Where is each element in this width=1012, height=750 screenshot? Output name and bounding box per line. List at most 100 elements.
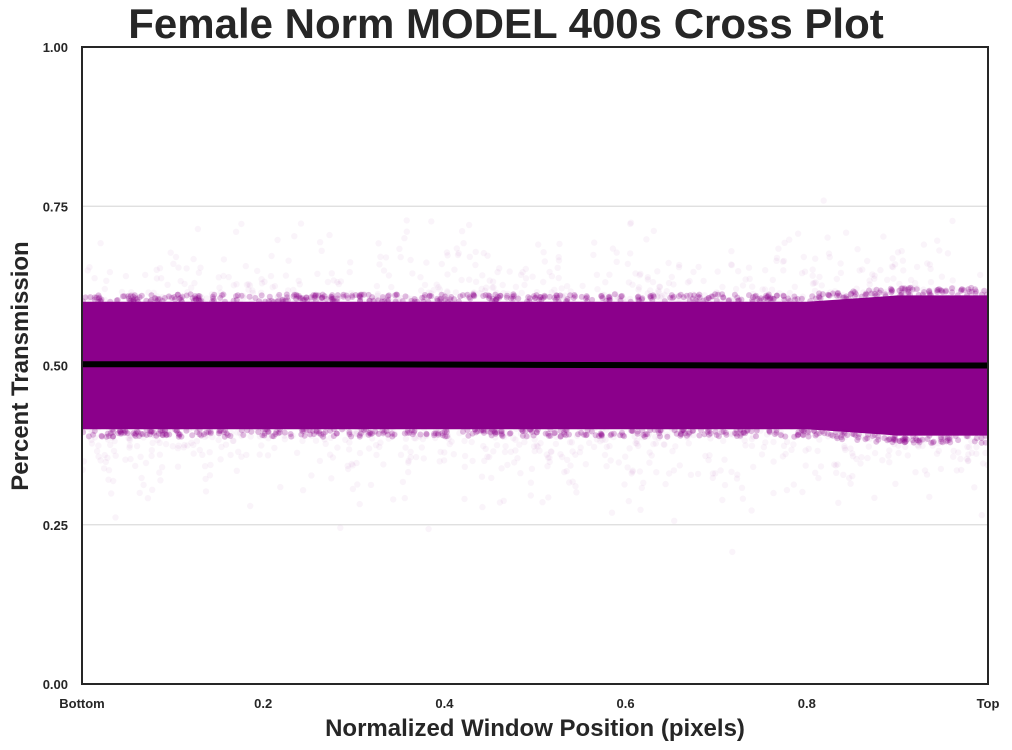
scatter-point [616,295,624,302]
scatter-point [964,443,971,451]
scatter-point [599,436,606,443]
scatter-point [123,293,130,300]
scatter-point [390,496,397,503]
scatter-point [465,221,473,229]
scatter-point [531,436,538,443]
scatter-point [518,289,525,297]
scatter-point [577,444,584,451]
scatter-point [782,450,789,458]
scatter-point [891,440,898,448]
scatter-point [853,455,860,463]
scatter-point [899,257,907,264]
scatter-point [126,442,133,449]
scatter-point [444,288,451,295]
scatter-point [456,429,463,437]
scatter-point [132,462,139,470]
scatter-point [536,294,544,301]
scatter-point [629,468,636,475]
scatter-point [198,294,205,301]
scatter-point [919,442,926,450]
scatter-point [432,434,439,442]
scatter-point [506,268,513,275]
scatter-point [859,266,866,273]
scatter-point [597,438,604,445]
scatter-point [277,483,284,491]
scatter-point [569,448,576,455]
scatter-point [862,434,870,441]
scatter-point [407,454,414,461]
scatter-point [607,457,614,464]
edge-point [363,426,369,433]
scatter-point [484,252,491,259]
scatter-point [864,257,871,265]
scatter-point [125,434,132,442]
scatter-point [935,440,942,447]
scatter-point [569,478,576,485]
scatter-point [633,440,641,447]
scatter-point [274,236,281,244]
scatter-point [126,444,133,451]
scatter-point [484,453,491,460]
scatter-point [895,288,902,295]
scatter-point [199,451,206,458]
scatter-point [423,432,430,439]
scatter-point [614,295,621,302]
scatter-point [396,245,403,252]
scatter-point [615,459,622,466]
scatter-point [649,278,657,286]
scatter-point [635,284,643,291]
scatter-point [478,473,486,480]
scatter-point [349,485,357,493]
scatter-point [555,253,562,261]
edge-point [753,427,760,434]
edge-point [942,288,949,295]
scatter-point [889,263,897,271]
scatter-point [109,428,117,435]
scatter-point [717,467,724,474]
scatter-point [326,231,333,239]
scatter-point [485,293,492,300]
scatter-point [293,449,301,456]
edge-point [651,427,658,433]
scatter-point [489,278,497,285]
scatter-point [448,438,455,445]
scatter-point [973,443,980,451]
scatter-point [388,283,395,291]
scatter-point [86,264,93,271]
scatter-point [635,286,642,293]
scatter-point [690,268,697,276]
scatter-point [654,268,661,275]
scatter-point [682,295,689,303]
scatter-point [590,443,598,451]
scatter-point [957,455,964,463]
scatter-point [835,499,842,506]
scatter-point [656,283,663,290]
scatter-point [602,436,609,443]
scatter-point [102,458,110,466]
scatter-point [208,291,216,298]
scatter-point [238,220,245,228]
scatter-point [926,493,933,501]
scatter-point [950,447,957,454]
scatter-point [528,465,536,472]
scatter-point [154,293,161,300]
scatter-point [128,289,135,296]
edge-point [926,287,933,294]
scatter-point [657,294,664,301]
scatter-point [225,273,232,281]
scatter-point [401,235,408,242]
scatter-point [461,437,468,445]
scatter-point [233,281,240,288]
scatter-point [753,428,760,435]
scatter-point [470,290,477,297]
scatter-point [881,290,888,297]
scatter-point [791,283,798,290]
scatter-point [544,293,551,300]
scatter-point [936,247,943,254]
scatter-point [543,451,550,458]
scatter-point [476,290,483,297]
scatter-point [684,279,692,286]
scatter-point [871,494,878,501]
scatter-point [511,459,518,466]
scatter-point [912,469,919,476]
